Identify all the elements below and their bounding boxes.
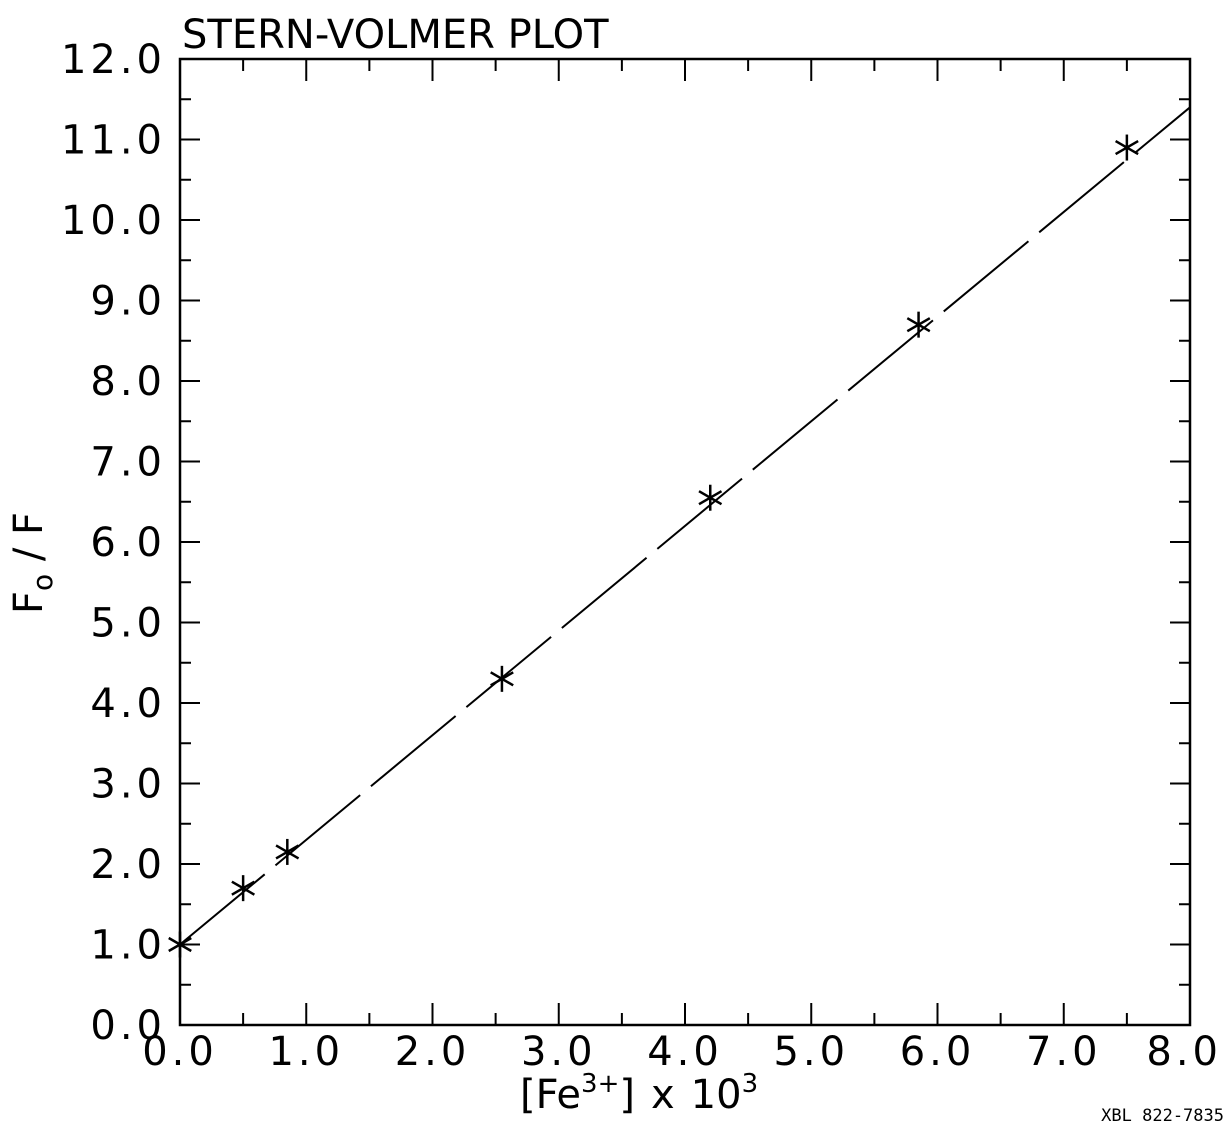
x-tick-label: 4.0 bbox=[647, 1029, 723, 1075]
data-point-stroke bbox=[1114, 139, 1139, 156]
data-points bbox=[168, 134, 1139, 958]
data-point bbox=[698, 484, 723, 511]
y-tick-label: 1.0 bbox=[90, 923, 166, 969]
data-point-stroke bbox=[490, 671, 514, 687]
y-label-rest: / F bbox=[6, 512, 52, 574]
y-axis-label: Fo / F bbox=[6, 512, 59, 614]
y-tick-label: 8.0 bbox=[90, 359, 166, 405]
data-point bbox=[275, 838, 300, 865]
y-tick-label: 5.0 bbox=[90, 601, 166, 647]
y-tick-label: 2.0 bbox=[90, 842, 166, 888]
x-tick-label: 7.0 bbox=[1026, 1029, 1102, 1075]
figure-id: XBL 822-7835 bbox=[1101, 1106, 1224, 1126]
x-tick-label: 3.0 bbox=[521, 1029, 597, 1075]
y-tick-label: 4.0 bbox=[90, 681, 166, 727]
x-tick-label: 5.0 bbox=[773, 1029, 849, 1075]
x-label-times: x bbox=[651, 1072, 675, 1118]
fit-line-group bbox=[179, 106, 1191, 946]
x-label-sup: 3+ bbox=[581, 1069, 619, 1099]
y-label-main: F bbox=[6, 591, 52, 614]
data-point-stroke bbox=[906, 317, 931, 333]
y-tick-label: 12.0 bbox=[61, 37, 166, 83]
y-tick-labels: 0.0 1.0 2.0 3.0 4.0 5.0 6.0 7.0 8.0 9.0 10.0 11.0 12… bbox=[61, 37, 166, 1049]
y-tick-label: 3.0 bbox=[90, 762, 166, 808]
y-tick-label: 7.0 bbox=[90, 440, 166, 486]
data-point-stroke bbox=[698, 490, 723, 506]
x-label-close: ] bbox=[619, 1072, 635, 1118]
y-label-sub: o bbox=[26, 574, 59, 591]
y-tick-label: 11.0 bbox=[61, 118, 166, 164]
data-point-stroke bbox=[231, 880, 256, 896]
x-label-exp: 3 bbox=[742, 1069, 759, 1099]
y-tick-label: 9.0 bbox=[90, 279, 166, 325]
x-tick-labels: 0.0 1.0 2.0 3.0 4.0 5.0 6.0 7.0 8.0 bbox=[142, 1029, 1222, 1075]
data-point-stroke bbox=[168, 936, 192, 953]
x-tick-label: 6.0 bbox=[900, 1029, 976, 1075]
data-point bbox=[490, 665, 514, 692]
x-label-ten: 10 bbox=[691, 1072, 742, 1118]
x-tick-label: 8.0 bbox=[1146, 1029, 1222, 1075]
data-point bbox=[1114, 134, 1139, 161]
y-tick-label: 6.0 bbox=[90, 520, 166, 566]
x-axis-label: [Fe3+] x 103 bbox=[520, 1069, 758, 1118]
x-tick-label: 0.0 bbox=[142, 1029, 218, 1075]
data-point-stroke bbox=[275, 844, 300, 860]
fit-line bbox=[179, 106, 1191, 946]
y-tick-label: 10.0 bbox=[61, 198, 166, 244]
y-tick-label: 0.0 bbox=[90, 1003, 166, 1049]
x-label-base: [Fe bbox=[520, 1072, 581, 1118]
x-tick-label: 1.0 bbox=[268, 1029, 344, 1075]
data-point bbox=[231, 875, 256, 902]
data-point bbox=[906, 311, 931, 338]
x-tick-label: 2.0 bbox=[395, 1029, 471, 1075]
data-point bbox=[168, 931, 192, 958]
plot-frame bbox=[178, 57, 1192, 1027]
chart-title: STERN-VOLMER PLOT bbox=[182, 12, 609, 58]
axis-ticks bbox=[179, 58, 1191, 1026]
